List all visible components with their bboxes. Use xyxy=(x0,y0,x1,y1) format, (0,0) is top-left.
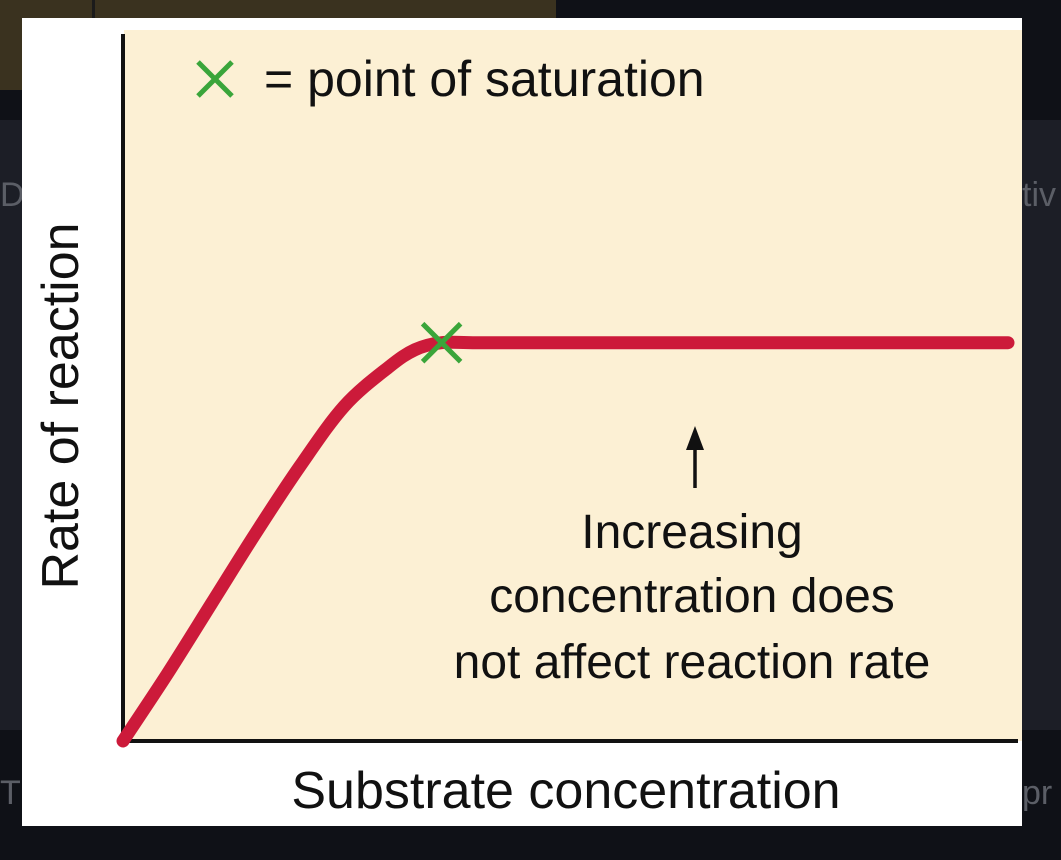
x-axis-label: Substrate concentration xyxy=(291,762,840,820)
annotation-line-2: concentration does xyxy=(489,570,895,623)
annotation-arrow-icon xyxy=(686,426,704,488)
background-text-left-bottom: T xyxy=(0,774,21,812)
legend-x-marker-icon xyxy=(196,60,234,98)
background-text-left-top: D xyxy=(0,176,22,214)
background-text-right-bottom: pr xyxy=(1022,774,1053,812)
legend-text: = point of saturation xyxy=(264,51,705,107)
background-text-right-top: tiv xyxy=(1022,176,1056,214)
annotation-line-1: Increasing xyxy=(581,506,802,559)
annotation-line-3: not affect reaction rate xyxy=(454,636,931,689)
saturation-marker-icon xyxy=(420,321,463,364)
series-line xyxy=(116,335,1015,748)
legend: = point of saturation xyxy=(196,51,705,107)
y-axis-label: Rate of reaction xyxy=(32,222,90,589)
chart-figure: = point of saturation Increasing concent… xyxy=(22,18,1022,826)
plot-background xyxy=(124,30,1022,741)
chart-svg: = point of saturation Increasing concent… xyxy=(32,30,1022,820)
